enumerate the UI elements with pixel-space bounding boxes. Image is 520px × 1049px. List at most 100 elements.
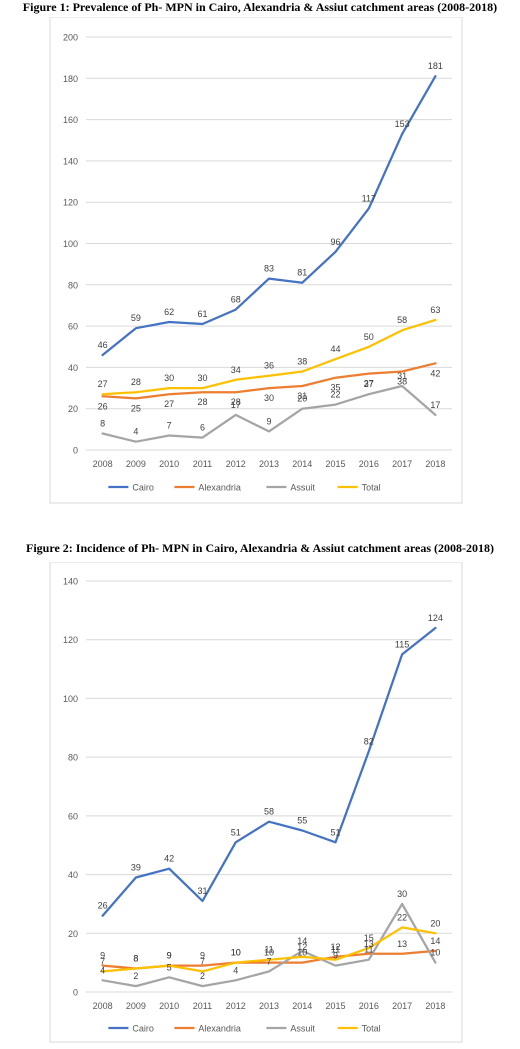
data-label-alexandria: 42 <box>430 368 440 378</box>
x-tick-label: 2012 <box>226 1001 246 1011</box>
data-label-assuit: 20 <box>297 394 307 404</box>
data-label-assuit: 27 <box>364 379 374 389</box>
legend-label-total: Total <box>362 1024 381 1034</box>
data-label-cairo: 96 <box>331 237 341 247</box>
data-label-cairo: 68 <box>231 295 241 305</box>
data-label-alexandria: 10 <box>264 948 274 958</box>
data-label-assuit: 2 <box>133 971 138 981</box>
data-label-cairo: 82 <box>364 736 374 746</box>
data-label-alexandria: 9 <box>200 951 205 961</box>
figure-1-title: Figure 1: Prevalence of Ph- MPN in Cairo… <box>22 0 498 14</box>
x-tick-label: 2011 <box>193 459 212 469</box>
data-label-total: 28 <box>131 377 141 387</box>
data-label-assuit: 14 <box>297 936 307 946</box>
y-tick-label: 200 <box>63 33 78 43</box>
x-tick-label: 2009 <box>126 1001 146 1011</box>
y-tick-label: 80 <box>68 280 78 290</box>
data-label-total: 7 <box>100 956 105 966</box>
data-label-alexandria: 13 <box>364 939 374 949</box>
x-tick-label: 2017 <box>392 459 412 469</box>
data-label-total: 12 <box>297 942 307 952</box>
data-label-total: 10 <box>231 948 241 958</box>
data-label-cairo: 31 <box>197 886 207 896</box>
data-label-total: 30 <box>197 373 207 383</box>
chart-frame <box>49 17 463 504</box>
x-tick-label: 2013 <box>259 1001 279 1011</box>
figure-2-title: Figure 2: Incidence of Ph- MPN in Cairo,… <box>26 541 494 555</box>
data-label-alexandria: 10 <box>231 948 241 958</box>
y-tick-label: 60 <box>68 811 78 821</box>
data-label-alexandria: 26 <box>98 401 108 411</box>
data-label-assuit: 7 <box>266 956 271 966</box>
data-label-cairo: 181 <box>428 61 443 71</box>
series-line-cairo <box>101 626 437 917</box>
data-label-assuit: 9 <box>333 951 338 961</box>
data-label-alexandria: 28 <box>231 397 241 407</box>
x-tick-label: 2010 <box>159 1001 179 1011</box>
data-label-cairo: 59 <box>131 313 141 323</box>
data-label-total: 20 <box>430 918 440 928</box>
series-line-total <box>101 926 437 973</box>
series-line-cairo <box>101 75 437 357</box>
x-tick-label: 2011 <box>193 1001 212 1011</box>
data-label-alexandria: 9 <box>100 951 105 961</box>
series-line-total <box>101 318 437 396</box>
x-tick-label: 2017 <box>392 1001 412 1011</box>
data-label-assuit: 4 <box>133 427 138 437</box>
data-label-assuit: 2 <box>200 971 205 981</box>
data-label-assuit: 8 <box>100 418 105 428</box>
y-tick-label: 40 <box>68 363 78 373</box>
data-label-cairo: 61 <box>197 309 207 319</box>
data-label-total: 8 <box>133 954 138 964</box>
y-tick-label: 100 <box>63 239 78 249</box>
prevalence-line-chart: 0 20 40 60 80 100 120 140 160 180 200 2008 2009 2010 2… <box>49 17 463 504</box>
x-tick-label: 2015 <box>326 1001 346 1011</box>
y-tick-label: 120 <box>63 198 78 208</box>
data-label-total: 34 <box>231 365 241 375</box>
data-label-total: 9 <box>167 951 172 961</box>
data-label-cairo: 51 <box>231 827 241 837</box>
data-label-alexandria: 30 <box>264 393 274 403</box>
legend-label-cairo: Cairo <box>132 483 154 493</box>
data-label-assuit: 10 <box>430 948 440 958</box>
y-tick-label: 60 <box>68 322 78 332</box>
x-tick-label: 2016 <box>359 459 379 469</box>
data-label-assuit: 30 <box>397 889 407 899</box>
x-tick-label: 2015 <box>326 459 346 469</box>
data-label-total: 38 <box>297 357 307 367</box>
data-label-alexandria: 35 <box>331 383 341 393</box>
data-label-assuit: 11 <box>364 945 373 955</box>
x-tick-label: 2009 <box>126 459 146 469</box>
x-tick-label: 2018 <box>425 459 445 469</box>
data-label-cairo: 51 <box>331 827 341 837</box>
data-label-cairo: 83 <box>264 264 274 274</box>
data-label-assuit: 17 <box>430 400 440 410</box>
data-label-assuit: 7 <box>167 421 172 431</box>
y-tick-label: 100 <box>63 694 78 704</box>
legend-label-alexandria: Alexandria <box>198 483 241 493</box>
data-label-total: 11 <box>264 945 273 955</box>
x-tick-label: 2008 <box>93 459 113 469</box>
data-label-cairo: 81 <box>297 268 307 278</box>
data-label-alexandria: 38 <box>397 377 407 387</box>
y-tick-label: 140 <box>63 156 78 166</box>
data-label-assuit: 4 <box>100 965 105 975</box>
data-label-assuit: 5 <box>167 962 172 972</box>
data-label-cairo: 115 <box>395 639 409 649</box>
y-tick-label: 20 <box>68 929 78 939</box>
data-label-alexandria: 12 <box>331 942 341 952</box>
data-label-alexandria: 28 <box>197 397 207 407</box>
y-tick-label: 80 <box>68 753 78 763</box>
series-line-assuit <box>101 384 437 443</box>
legend-label-total: Total <box>362 483 381 493</box>
series-line-alexandria <box>101 362 437 400</box>
data-label-alexandria: 31 <box>297 391 307 401</box>
data-label-alexandria: 25 <box>131 403 141 413</box>
data-label-assuit: 4 <box>233 965 238 975</box>
data-label-alexandria: 9 <box>167 951 172 961</box>
data-label-total: 30 <box>164 373 174 383</box>
y-tick-label: 0 <box>73 988 78 998</box>
y-tick-label: 120 <box>63 635 78 645</box>
x-tick-label: 2008 <box>93 1001 113 1011</box>
